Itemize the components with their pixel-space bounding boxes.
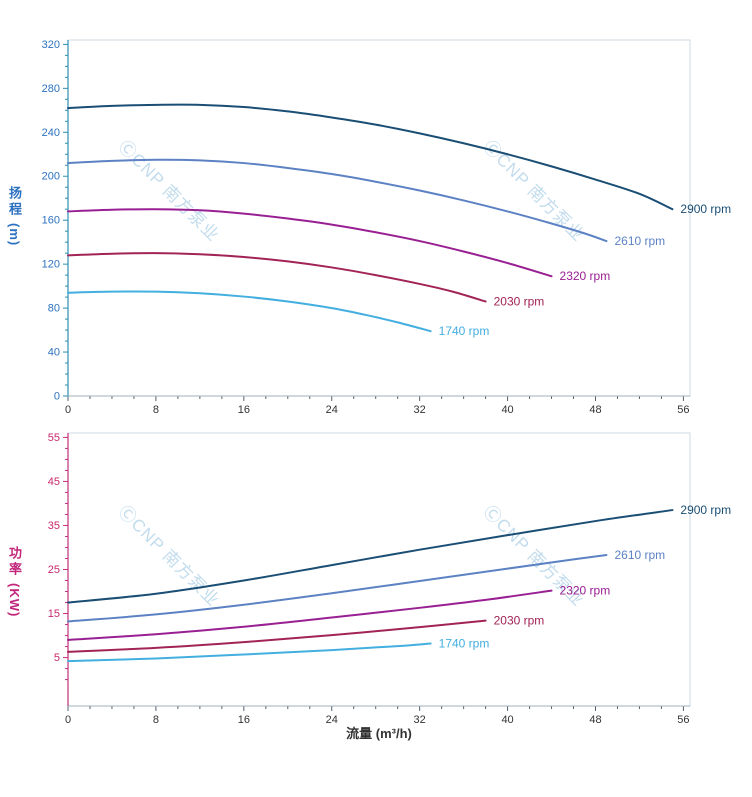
power-curve-2900rpm xyxy=(67,509,674,604)
y-tick-label: 120 xyxy=(42,259,60,271)
x-tick-label: 32 xyxy=(414,404,426,416)
x-tick-label: 16 xyxy=(238,714,250,726)
y-tick-label: 160 xyxy=(42,215,60,227)
y-tick-label: 35 xyxy=(48,520,60,532)
head-axis-unit: (m) xyxy=(6,223,22,247)
curve-label: 2610 rpm xyxy=(614,548,665,562)
x-tick-label: 40 xyxy=(501,404,513,416)
x-tick-label: 8 xyxy=(153,404,159,416)
curve-label: 1740 rpm xyxy=(439,324,490,338)
head-axis-title: 扬程 (m) xyxy=(6,186,22,247)
x-tick-label: 8 xyxy=(153,714,159,726)
y-tick-label: 55 xyxy=(48,432,60,444)
y-tick-label: 200 xyxy=(42,171,60,183)
head-curve-2320rpm xyxy=(67,208,553,278)
power-curve-2610rpm xyxy=(67,553,608,623)
y-tick-label: 0 xyxy=(54,391,60,403)
x-tick-label: 48 xyxy=(589,714,601,726)
x-tick-label: 24 xyxy=(326,714,338,726)
y-tick-label: 80 xyxy=(48,303,60,315)
power-curve-2320rpm xyxy=(67,589,553,641)
x-tick-label: 56 xyxy=(677,404,689,416)
curve-label: 2030 rpm xyxy=(494,614,545,628)
curve-label: 1740 rpm xyxy=(439,636,490,650)
head-curve-1740rpm xyxy=(67,290,432,333)
y-tick-label: 280 xyxy=(42,83,60,95)
curve-label: 2900 rpm xyxy=(680,503,731,517)
flow-axis-title: 流量 (m³/h) xyxy=(346,726,412,741)
curve-label: 2900 rpm xyxy=(680,202,731,216)
power-axis-title-text: 功率 xyxy=(6,546,22,578)
x-tick-label: 48 xyxy=(589,404,601,416)
curve-label: 2320 rpm xyxy=(560,269,611,283)
head-curve-2900rpm xyxy=(67,103,674,211)
power-plot-frame xyxy=(67,432,691,707)
y-tick-label: 45 xyxy=(48,476,60,488)
x-tick-label: 0 xyxy=(65,404,71,416)
power-axis-unit: (KW) xyxy=(6,583,22,618)
curve-label: 2610 rpm xyxy=(614,234,665,248)
y-tick-label: 15 xyxy=(48,608,60,620)
y-tick-label: 5 xyxy=(54,652,60,664)
power-axis-title: 功率 (KW) xyxy=(6,546,22,618)
y-tick-label: 40 xyxy=(48,347,60,359)
x-tick-label: 16 xyxy=(238,404,250,416)
y-tick-label: 320 xyxy=(42,39,60,51)
y-tick-label: 240 xyxy=(42,127,60,139)
head-axis-title-text: 扬程 xyxy=(6,186,22,218)
x-tick-label: 40 xyxy=(501,714,513,726)
curve-label: 2320 rpm xyxy=(560,584,611,598)
x-tick-label: 24 xyxy=(326,404,338,416)
head-curve-2610rpm xyxy=(67,158,608,243)
power-curve-1740rpm xyxy=(67,642,432,663)
x-tick-label: 32 xyxy=(414,714,426,726)
y-tick-label: 25 xyxy=(48,564,60,576)
power-curve-2030rpm xyxy=(67,619,487,653)
head-plot-frame xyxy=(67,39,691,397)
head-curve-2030rpm xyxy=(67,252,487,303)
curve-label: 2030 rpm xyxy=(494,295,545,309)
x-tick-label: 56 xyxy=(677,714,689,726)
x-tick-label: 0 xyxy=(65,714,71,726)
